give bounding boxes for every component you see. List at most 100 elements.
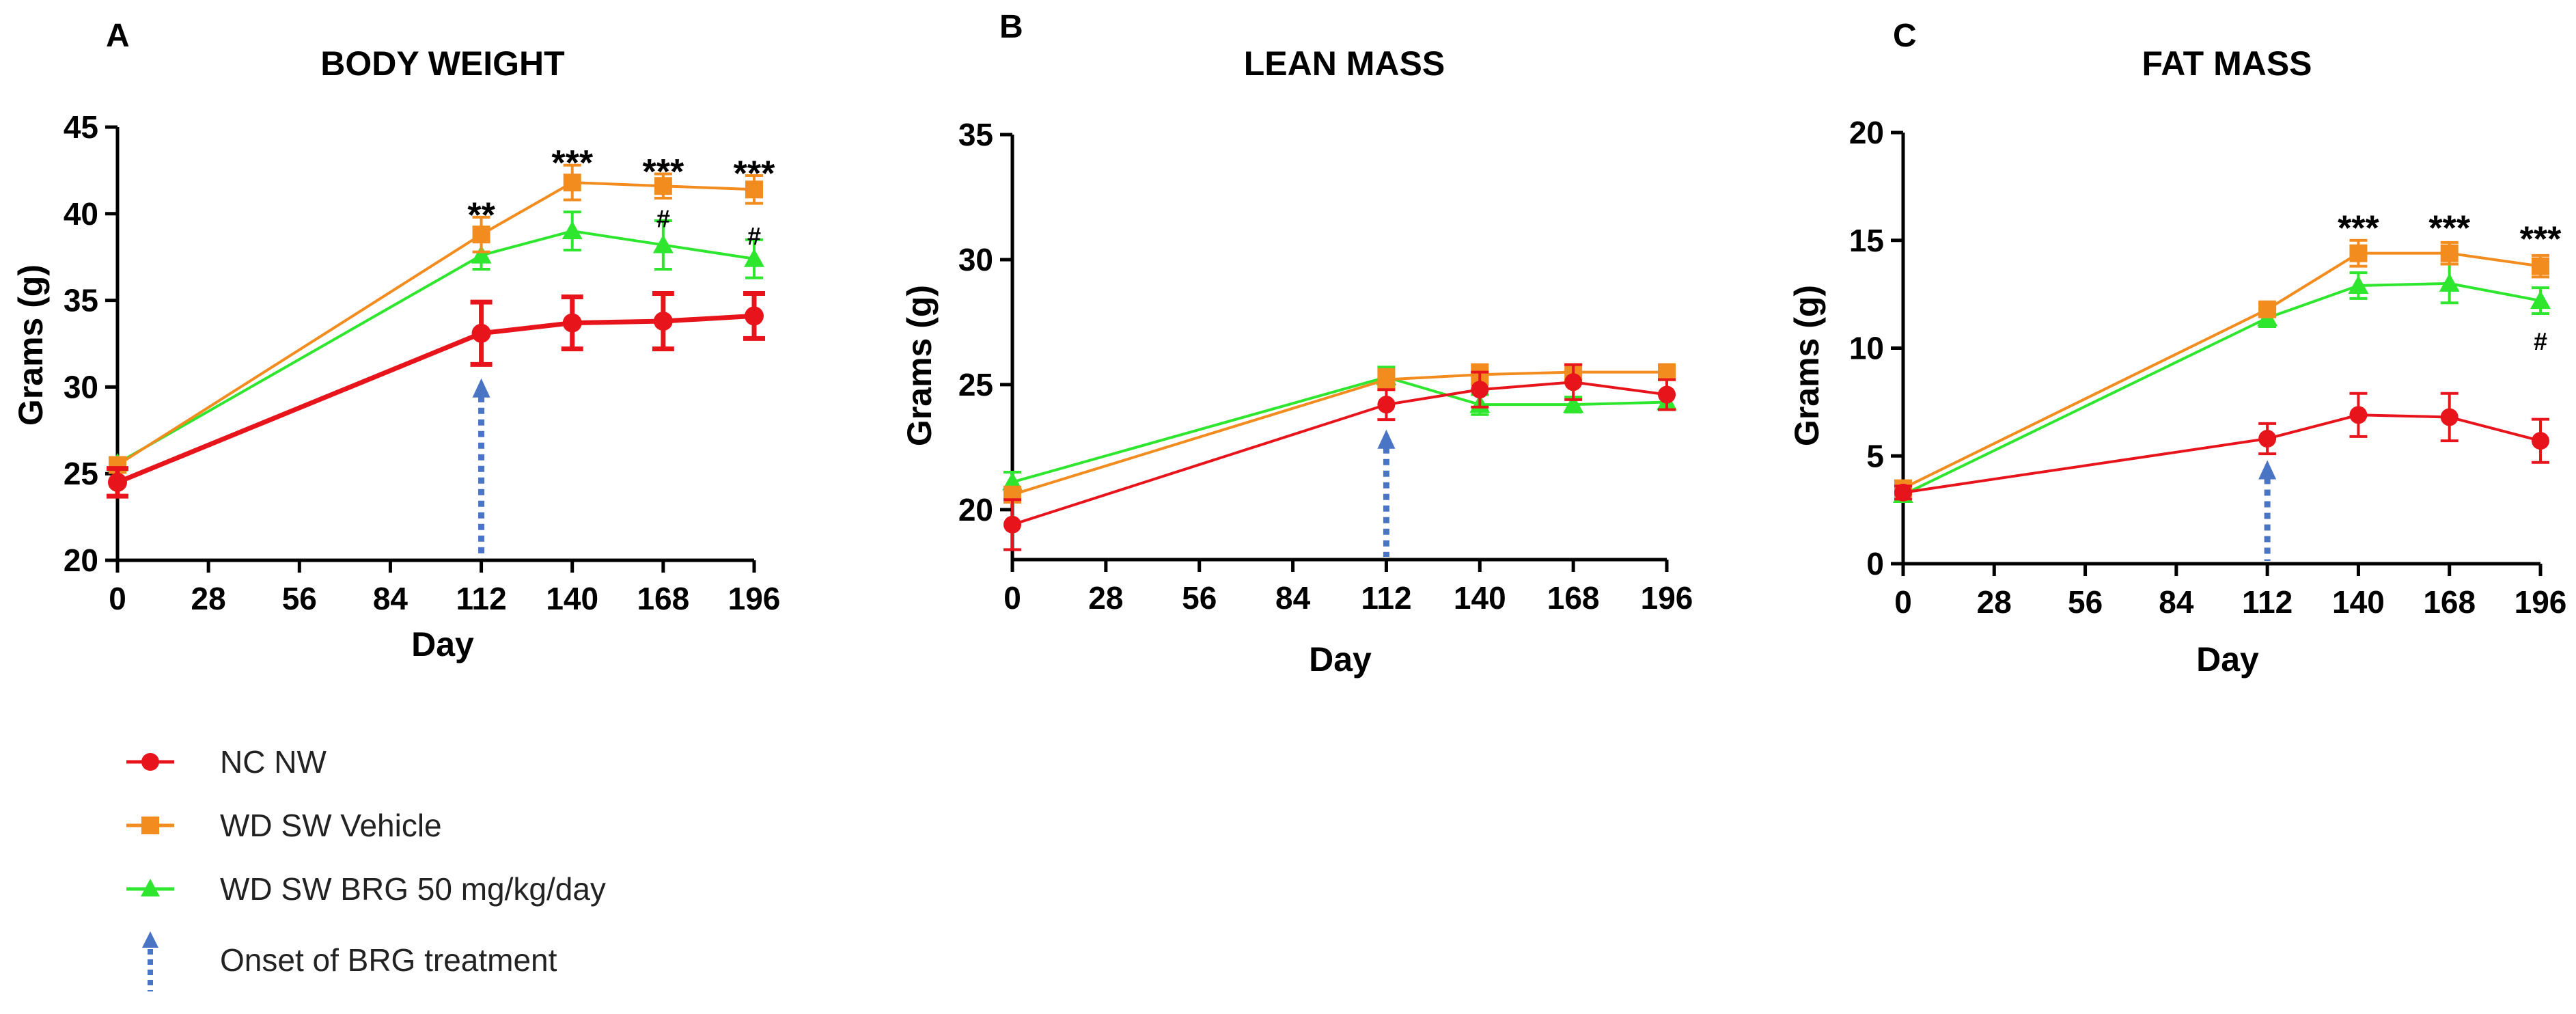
x-tick-label: 28 bbox=[1977, 584, 2012, 620]
y-tick-label: 45 bbox=[64, 109, 98, 145]
x-tick-label: 112 bbox=[1361, 580, 1411, 616]
panel-a-title: BODY WEIGHT bbox=[320, 44, 564, 83]
data-point-triangle bbox=[2439, 273, 2460, 292]
panel-b-plot: 20 25 30 35 0 28 56 84 112 140 168 196 bbox=[958, 117, 1693, 616]
data-point-circle bbox=[471, 323, 491, 343]
x-tick-label: 0 bbox=[109, 581, 126, 616]
x-tick-label: 84 bbox=[2159, 584, 2194, 620]
legend-label: NC NW bbox=[220, 744, 327, 780]
onset-arrow-icon bbox=[472, 378, 490, 398]
panel-letter-a: A bbox=[106, 18, 130, 54]
y-tick-label: 40 bbox=[64, 196, 98, 232]
data-point-triangle bbox=[652, 234, 674, 254]
data-point-square bbox=[2532, 257, 2549, 275]
data-point-circle bbox=[108, 472, 127, 492]
y-tick-label: 15 bbox=[1849, 223, 1884, 258]
significance-hash: # bbox=[656, 204, 670, 232]
data-point-square bbox=[2258, 300, 2277, 318]
data-point-square bbox=[472, 225, 490, 244]
legend: NC NW WD SW Vehicle WD SW BRG 50 mg/kg/d… bbox=[116, 741, 868, 1001]
series-nc-nw bbox=[1003, 363, 1676, 551]
x-tick-label: 196 bbox=[2515, 584, 2567, 620]
panel-letter-c: C bbox=[1893, 18, 1917, 54]
x-tick-label: 28 bbox=[1088, 580, 1123, 616]
x-tick-label: 196 bbox=[1641, 580, 1693, 616]
data-point-circle bbox=[2349, 406, 2368, 424]
y-tick-label: 5 bbox=[1866, 438, 1884, 474]
significance-stars: *** bbox=[734, 154, 775, 193]
data-point-circle bbox=[653, 312, 673, 331]
legend-arrow-icon bbox=[142, 931, 158, 991]
data-point-circle bbox=[1564, 373, 1583, 392]
y-tick-label: 20 bbox=[1849, 115, 1884, 150]
series-wd-sw-vehicle bbox=[109, 163, 763, 474]
panel-letter-b: B bbox=[999, 9, 1023, 45]
panel-c: C FAT MASS 0 5 10 15 20 0 28 56 84 112 140 168 196 **… bbox=[1788, 18, 2566, 679]
significance-stars: *** bbox=[2428, 209, 2470, 249]
series-nc-nw bbox=[107, 290, 765, 499]
legend-item-wd-sw-vehicle: WD SW Vehicle bbox=[116, 805, 442, 846]
x-tick-label: 140 bbox=[1454, 580, 1506, 616]
panel-a-ylabel: Grams (g) bbox=[12, 264, 50, 426]
significance-stars: *** bbox=[551, 143, 593, 183]
x-tick-label: 0 bbox=[1003, 580, 1021, 616]
panel-b-xlabel: Day bbox=[1309, 640, 1372, 679]
data-point-triangle bbox=[2530, 290, 2551, 310]
y-tick-label: 25 bbox=[958, 367, 993, 402]
data-point-circle bbox=[562, 313, 582, 333]
data-point-square bbox=[654, 177, 672, 195]
legend-triangle-icon bbox=[126, 879, 174, 896]
data-point-triangle bbox=[471, 245, 492, 264]
significance-stars: *** bbox=[642, 152, 684, 192]
legend-label: Onset of BRG treatment bbox=[220, 942, 557, 978]
x-tick-label: 84 bbox=[373, 581, 408, 616]
significance-stars: *** bbox=[2338, 209, 2379, 249]
data-point-square bbox=[2349, 244, 2368, 262]
y-tick-label: 35 bbox=[64, 283, 98, 318]
data-point-circle bbox=[2532, 432, 2549, 450]
x-tick-label: 56 bbox=[282, 581, 317, 616]
significance-hash: # bbox=[2534, 327, 2547, 355]
x-tick-label: 168 bbox=[1547, 580, 1600, 616]
data-point-square bbox=[563, 174, 581, 192]
significance-hash: # bbox=[747, 222, 761, 250]
legend-item-wd-sw-brg: WD SW BRG 50 mg/kg/day bbox=[116, 868, 606, 909]
x-tick-label: 28 bbox=[191, 581, 226, 616]
data-point-circle bbox=[1658, 385, 1676, 404]
panel-b-title: LEAN MASS bbox=[1244, 44, 1445, 83]
data-point-triangle bbox=[1002, 471, 1023, 491]
data-point-circle bbox=[745, 306, 764, 326]
x-tick-label: 140 bbox=[2332, 584, 2385, 620]
data-point-circle bbox=[1471, 381, 1489, 399]
data-point-circle bbox=[2258, 430, 2277, 448]
x-tick-label: 168 bbox=[2423, 584, 2476, 620]
x-tick-label: 140 bbox=[546, 581, 598, 616]
x-tick-label: 56 bbox=[2068, 584, 2103, 620]
onset-arrow-icon bbox=[2258, 460, 2277, 480]
panel-c-xlabel: Day bbox=[2196, 640, 2259, 679]
data-point-square bbox=[745, 180, 763, 199]
y-tick-label: 0 bbox=[1866, 546, 1884, 581]
panel-a-xlabel: Day bbox=[411, 625, 474, 663]
data-point-circle bbox=[2440, 408, 2459, 426]
x-tick-label: 56 bbox=[1182, 580, 1217, 616]
onset-arrow-icon bbox=[1377, 429, 1396, 449]
data-point-circle bbox=[1894, 483, 1912, 502]
significance-stars: ** bbox=[467, 195, 495, 235]
data-point-circle bbox=[1377, 396, 1396, 414]
y-tick-label: 30 bbox=[958, 242, 993, 277]
panel-c-plot: 0 5 10 15 20 0 28 56 84 112 140 168 196 *** *** *** # bbox=[1849, 115, 2567, 620]
y-tick-label: 30 bbox=[64, 369, 98, 405]
legend-circle-icon bbox=[126, 753, 174, 771]
panel-c-ylabel: Grams (g) bbox=[1788, 285, 1826, 446]
series-nc-nw bbox=[1894, 392, 2549, 502]
y-tick-label: 10 bbox=[1849, 331, 1884, 366]
data-point-triangle bbox=[562, 221, 583, 240]
y-tick-label: 25 bbox=[64, 456, 98, 491]
x-tick-label: 196 bbox=[728, 581, 781, 616]
legend-label: WD SW Vehicle bbox=[220, 808, 442, 843]
y-tick-label: 35 bbox=[958, 117, 993, 152]
